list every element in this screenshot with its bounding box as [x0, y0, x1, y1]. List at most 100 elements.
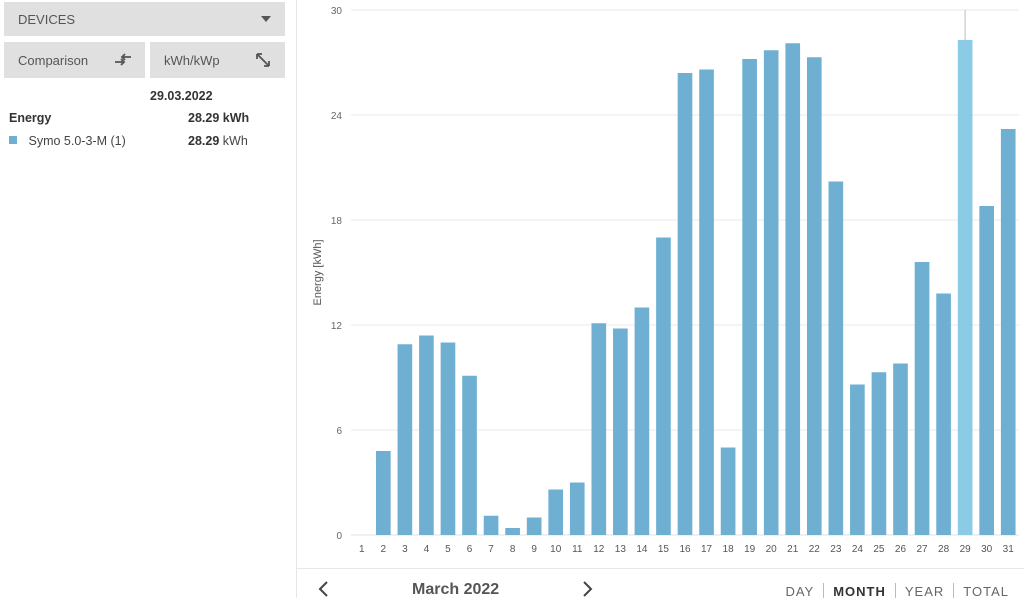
- y-tick-label: 24: [331, 111, 343, 122]
- x-tick-label: 12: [593, 544, 605, 555]
- x-tick-label: 20: [766, 544, 778, 555]
- tab-total[interactable]: TOTAL: [963, 583, 1009, 598]
- compare-arrows-icon: [115, 53, 131, 66]
- y-axis-label: Energy [kWh]: [312, 239, 324, 305]
- energy-total-row: Energy 28.29 kWh: [9, 111, 254, 125]
- x-tick-label: 24: [852, 544, 864, 555]
- comparison-button[interactable]: Comparison: [4, 42, 145, 78]
- energy-unit: kWh: [222, 111, 250, 125]
- x-tick-label: 15: [658, 544, 670, 555]
- bar: [763, 50, 779, 535]
- bar: [483, 515, 499, 535]
- x-tick-label: 18: [723, 544, 735, 555]
- bar: [806, 57, 822, 535]
- diagonal-expand-icon: [256, 53, 270, 67]
- x-tick-label: 6: [467, 544, 473, 555]
- device-name: Symo 5.0-3-M (1): [28, 134, 126, 148]
- x-tick-label: 27: [916, 544, 928, 555]
- tab-day[interactable]: DAY: [785, 583, 815, 598]
- bar: [548, 489, 564, 535]
- x-tick-label: 1: [359, 544, 365, 555]
- x-tick-label: 29: [960, 544, 972, 555]
- x-tick-label: 26: [895, 544, 907, 555]
- x-tick-label: 9: [531, 544, 537, 555]
- device-color-swatch: [9, 136, 17, 144]
- x-tick-label: 3: [402, 544, 408, 555]
- devices-dropdown[interactable]: DEVICES: [4, 2, 285, 36]
- x-tick-label: 8: [510, 544, 516, 555]
- bar: [893, 363, 908, 535]
- x-tick-label: 14: [636, 544, 648, 555]
- bar: [656, 237, 671, 535]
- chevron-right-icon[interactable]: [580, 580, 594, 598]
- bar: [742, 59, 757, 535]
- chevron-left-icon[interactable]: [317, 580, 331, 598]
- x-tick-label: 13: [615, 544, 627, 555]
- bar: [440, 342, 456, 535]
- comparison-label: Comparison: [18, 52, 89, 68]
- x-tick-label: 7: [488, 544, 494, 555]
- bar: [699, 69, 714, 535]
- x-tick-label: 21: [787, 544, 799, 555]
- bar: [634, 307, 650, 535]
- y-tick-label: 18: [331, 216, 343, 227]
- y-tick-label: 0: [336, 531, 342, 542]
- y-tick-label: 12: [331, 321, 343, 332]
- device-row: Symo 5.0-3-M (1) 28.29 kWh: [9, 134, 254, 148]
- x-tick-label: 5: [445, 544, 451, 555]
- bar: [419, 335, 434, 535]
- bar: [979, 206, 995, 535]
- period-navigation: March 2022 DAY MONTH YEAR TOTAL: [296, 568, 1024, 598]
- bar: [1000, 129, 1016, 535]
- device-value: 28.29: [188, 134, 220, 148]
- bar: [569, 482, 585, 535]
- device-value-wrap: 28.29 kWh: [188, 134, 248, 148]
- bar: [785, 43, 801, 535]
- x-tick-label: 19: [744, 544, 756, 555]
- bar: [462, 375, 477, 535]
- summary-date: 29.03.2022: [150, 89, 213, 103]
- x-tick-label: 2: [381, 544, 387, 555]
- bar: [591, 323, 607, 535]
- x-tick-label: 17: [701, 544, 713, 555]
- bar: [397, 344, 413, 535]
- tab-year[interactable]: YEAR: [904, 583, 945, 598]
- chart-area: 0 6 12 18 24 30 Energy [kWh] 1 2 3 4 5 6 7 8 9 10 11 12 13 1…: [296, 0, 1024, 568]
- x-tick-label: 16: [679, 544, 691, 555]
- bar: [850, 384, 865, 535]
- period-label: March 2022: [412, 581, 500, 598]
- bar: [505, 528, 520, 535]
- bar: [677, 73, 693, 535]
- x-tick-label: 30: [981, 544, 993, 555]
- y-tick-label: 6: [336, 426, 342, 437]
- y-tick-label: 30: [331, 6, 343, 17]
- bar: [871, 372, 887, 535]
- x-tick-label: 25: [873, 544, 885, 555]
- bar: [375, 451, 391, 535]
- tab-separator: [823, 583, 825, 598]
- x-tick-label: 10: [550, 544, 562, 555]
- caret-down-icon: [261, 16, 271, 22]
- x-tick-label: 31: [1003, 544, 1015, 555]
- tab-separator: [894, 583, 896, 598]
- bar: [936, 293, 951, 535]
- bar: [613, 328, 628, 535]
- device-unit: kWh: [222, 134, 248, 148]
- kwh-kwp-button[interactable]: kWh/kWp: [150, 42, 285, 78]
- x-tick-label: 28: [938, 544, 950, 555]
- tab-separator: [953, 583, 955, 598]
- x-tick-label: 23: [830, 544, 842, 555]
- devices-label: DEVICES: [18, 11, 76, 27]
- tab-month[interactable]: MONTH: [833, 583, 886, 598]
- x-tick-label: 11: [572, 544, 583, 555]
- x-tick-label: 22: [809, 544, 821, 555]
- bar: [828, 181, 844, 535]
- energy-label: Energy: [9, 111, 52, 125]
- left-panel: DEVICES Comparison kWh/kWp 29.03.2022 En…: [0, 0, 292, 598]
- energy-total-value: 28.29 kWh: [188, 111, 249, 125]
- bar: [720, 447, 736, 535]
- bar: [957, 39, 973, 536]
- range-tabs: DAY MONTH YEAR TOTAL: [776, 583, 1018, 598]
- bar: [526, 517, 542, 535]
